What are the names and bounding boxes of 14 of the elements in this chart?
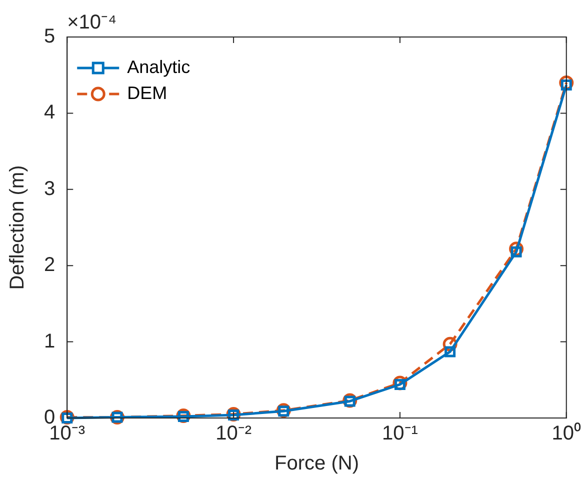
legend-label: Analytic bbox=[127, 56, 190, 77]
y-tick-label: 4 bbox=[44, 102, 56, 124]
text: ×10⁻⁴ bbox=[67, 12, 117, 34]
y-tick-label: 1 bbox=[44, 330, 56, 352]
y-tick-label: 3 bbox=[44, 178, 56, 200]
x-tick-label: 10⁻² bbox=[216, 422, 252, 445]
y-tick-label: 5 bbox=[44, 26, 56, 48]
x-tick-label: 10⁻¹ bbox=[382, 422, 418, 445]
y-tick-label: 2 bbox=[44, 254, 56, 276]
x-tick-label: 10⁰ bbox=[552, 422, 581, 445]
x-tick-label: 10⁻³ bbox=[49, 422, 86, 445]
y-axis-title: Deflection (m) bbox=[6, 165, 29, 290]
legend-label: DEM bbox=[127, 82, 168, 103]
x-axis-title: Force (N) bbox=[274, 452, 359, 475]
